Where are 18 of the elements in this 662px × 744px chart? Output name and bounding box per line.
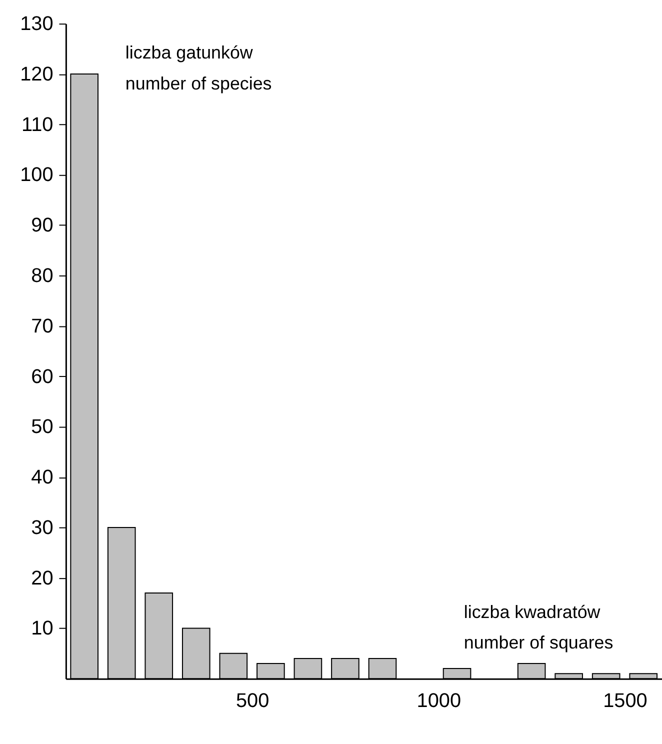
x-tick-label: 1000 xyxy=(416,690,462,712)
y-tick-label: 20 xyxy=(31,567,54,590)
y-tick-label: 10 xyxy=(31,618,54,640)
y-tick-label: 40 xyxy=(31,466,54,489)
y-axis-title: liczba gatunków number of species xyxy=(125,42,272,94)
y-tick-label: 110 xyxy=(22,114,54,136)
x-tick-label: 1500 xyxy=(603,690,648,712)
y-tick-label: 30 xyxy=(31,516,54,539)
y-tick-label: 60 xyxy=(31,366,54,388)
y-tick-label: 120 xyxy=(20,63,54,86)
x-axis-title: liczba kwadratów number of squares xyxy=(464,602,614,653)
y-tick-label: 70 xyxy=(31,315,54,338)
x-tick-label: 500 xyxy=(236,690,270,712)
y-tick-label: 100 xyxy=(20,164,54,186)
y-tick-label: 80 xyxy=(31,264,54,287)
y-tick-label: 130 xyxy=(20,13,54,36)
y-tick-label: 90 xyxy=(31,214,54,237)
y-tick-label: 50 xyxy=(31,416,54,438)
